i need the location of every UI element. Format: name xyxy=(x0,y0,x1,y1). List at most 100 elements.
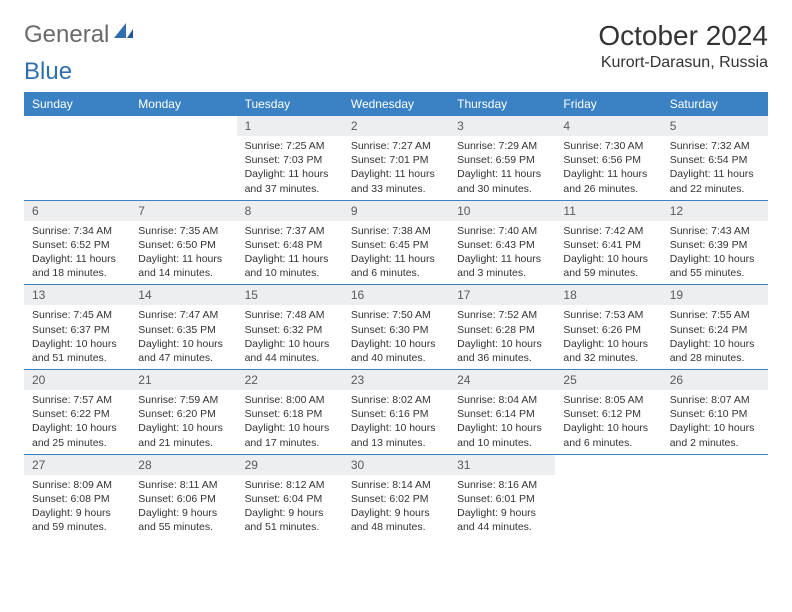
daylight-text: Daylight: 10 hours and 44 minutes. xyxy=(245,337,335,365)
sunset-text: Sunset: 7:03 PM xyxy=(245,153,335,167)
sunrise-text: Sunrise: 7:34 AM xyxy=(32,224,122,238)
sunset-text: Sunset: 7:01 PM xyxy=(351,153,441,167)
sunrise-text: Sunrise: 7:38 AM xyxy=(351,224,441,238)
weekday-header: Saturday xyxy=(662,92,768,116)
day-number: 6 xyxy=(24,201,130,221)
day-data: Sunrise: 7:48 AMSunset: 6:32 PMDaylight:… xyxy=(237,305,343,369)
daylight-text: Daylight: 10 hours and 2 minutes. xyxy=(670,421,760,449)
day-data: Sunrise: 7:25 AMSunset: 7:03 PMDaylight:… xyxy=(237,136,343,200)
daylight-text: Daylight: 11 hours and 22 minutes. xyxy=(670,167,760,195)
sunrise-text: Sunrise: 7:25 AM xyxy=(245,139,335,153)
sunrise-text: Sunrise: 7:47 AM xyxy=(138,308,228,322)
daylight-text: Daylight: 10 hours and 13 minutes. xyxy=(351,421,441,449)
sunrise-text: Sunrise: 7:55 AM xyxy=(670,308,760,322)
sunrise-text: Sunrise: 8:09 AM xyxy=(32,478,122,492)
calendar-week-row: 27Sunrise: 8:09 AMSunset: 6:08 PMDayligh… xyxy=(24,454,768,538)
calendar-day-cell: 24Sunrise: 8:04 AMSunset: 6:14 PMDayligh… xyxy=(449,370,555,455)
calendar-day-cell: 15Sunrise: 7:48 AMSunset: 6:32 PMDayligh… xyxy=(237,285,343,370)
day-data: Sunrise: 7:34 AMSunset: 6:52 PMDaylight:… xyxy=(24,221,130,285)
day-number: 18 xyxy=(555,285,661,305)
daylight-text: Daylight: 11 hours and 26 minutes. xyxy=(563,167,653,195)
day-data: Sunrise: 8:11 AMSunset: 6:06 PMDaylight:… xyxy=(130,475,236,539)
sunrise-text: Sunrise: 7:37 AM xyxy=(245,224,335,238)
calendar-day-cell: 4Sunrise: 7:30 AMSunset: 6:56 PMDaylight… xyxy=(555,116,661,200)
calendar-day-cell: 14Sunrise: 7:47 AMSunset: 6:35 PMDayligh… xyxy=(130,285,236,370)
day-data: Sunrise: 7:35 AMSunset: 6:50 PMDaylight:… xyxy=(130,221,236,285)
day-number: 8 xyxy=(237,201,343,221)
calendar-day-cell: 25Sunrise: 8:05 AMSunset: 6:12 PMDayligh… xyxy=(555,370,661,455)
sunset-text: Sunset: 6:04 PM xyxy=(245,492,335,506)
day-number: 24 xyxy=(449,370,555,390)
calendar-day-cell xyxy=(555,454,661,538)
daylight-text: Daylight: 10 hours and 21 minutes. xyxy=(138,421,228,449)
daylight-text: Daylight: 10 hours and 32 minutes. xyxy=(563,337,653,365)
sunset-text: Sunset: 6:28 PM xyxy=(457,323,547,337)
weekday-header: Monday xyxy=(130,92,236,116)
day-number: 11 xyxy=(555,201,661,221)
calendar-day-cell: 16Sunrise: 7:50 AMSunset: 6:30 PMDayligh… xyxy=(343,285,449,370)
day-number: 30 xyxy=(343,455,449,475)
day-data: Sunrise: 7:57 AMSunset: 6:22 PMDaylight:… xyxy=(24,390,130,454)
day-number: 20 xyxy=(24,370,130,390)
daylight-text: Daylight: 11 hours and 30 minutes. xyxy=(457,167,547,195)
day-data: Sunrise: 7:43 AMSunset: 6:39 PMDaylight:… xyxy=(662,221,768,285)
sunrise-text: Sunrise: 8:11 AM xyxy=(138,478,228,492)
day-data: Sunrise: 8:16 AMSunset: 6:01 PMDaylight:… xyxy=(449,475,555,539)
day-data: Sunrise: 7:45 AMSunset: 6:37 PMDaylight:… xyxy=(24,305,130,369)
calendar-day-cell: 28Sunrise: 8:11 AMSunset: 6:06 PMDayligh… xyxy=(130,454,236,538)
daylight-text: Daylight: 10 hours and 6 minutes. xyxy=(563,421,653,449)
sunrise-text: Sunrise: 8:07 AM xyxy=(670,393,760,407)
day-number: 5 xyxy=(662,116,768,136)
calendar-day-cell xyxy=(24,116,130,200)
daylight-text: Daylight: 9 hours and 55 minutes. xyxy=(138,506,228,534)
sunset-text: Sunset: 6:59 PM xyxy=(457,153,547,167)
day-number: 4 xyxy=(555,116,661,136)
sunset-text: Sunset: 6:56 PM xyxy=(563,153,653,167)
calendar-day-cell: 30Sunrise: 8:14 AMSunset: 6:02 PMDayligh… xyxy=(343,454,449,538)
day-data: Sunrise: 7:47 AMSunset: 6:35 PMDaylight:… xyxy=(130,305,236,369)
daylight-text: Daylight: 10 hours and 25 minutes. xyxy=(32,421,122,449)
weekday-header: Thursday xyxy=(449,92,555,116)
daylight-text: Daylight: 10 hours and 40 minutes. xyxy=(351,337,441,365)
logo-sail-icon xyxy=(111,20,139,49)
sunrise-text: Sunrise: 8:04 AM xyxy=(457,393,547,407)
calendar-day-cell: 21Sunrise: 7:59 AMSunset: 6:20 PMDayligh… xyxy=(130,370,236,455)
day-data: Sunrise: 7:27 AMSunset: 7:01 PMDaylight:… xyxy=(343,136,449,200)
day-number: 19 xyxy=(662,285,768,305)
weekday-header: Sunday xyxy=(24,92,130,116)
day-number: 15 xyxy=(237,285,343,305)
sunset-text: Sunset: 6:43 PM xyxy=(457,238,547,252)
sunset-text: Sunset: 6:08 PM xyxy=(32,492,122,506)
sunset-text: Sunset: 6:06 PM xyxy=(138,492,228,506)
daylight-text: Daylight: 10 hours and 36 minutes. xyxy=(457,337,547,365)
sunset-text: Sunset: 6:48 PM xyxy=(245,238,335,252)
sunrise-text: Sunrise: 8:05 AM xyxy=(563,393,653,407)
sunrise-text: Sunrise: 7:30 AM xyxy=(563,139,653,153)
day-number: 1 xyxy=(237,116,343,136)
sunrise-text: Sunrise: 7:50 AM xyxy=(351,308,441,322)
sunset-text: Sunset: 6:32 PM xyxy=(245,323,335,337)
sunrise-text: Sunrise: 8:14 AM xyxy=(351,478,441,492)
sunset-text: Sunset: 6:24 PM xyxy=(670,323,760,337)
day-number: 31 xyxy=(449,455,555,475)
sunset-text: Sunset: 6:01 PM xyxy=(457,492,547,506)
calendar-day-cell: 31Sunrise: 8:16 AMSunset: 6:01 PMDayligh… xyxy=(449,454,555,538)
calendar-day-cell: 6Sunrise: 7:34 AMSunset: 6:52 PMDaylight… xyxy=(24,200,130,285)
sunset-text: Sunset: 6:12 PM xyxy=(563,407,653,421)
daylight-text: Daylight: 11 hours and 37 minutes. xyxy=(245,167,335,195)
daylight-text: Daylight: 9 hours and 51 minutes. xyxy=(245,506,335,534)
day-data: Sunrise: 7:30 AMSunset: 6:56 PMDaylight:… xyxy=(555,136,661,200)
day-data: Sunrise: 7:40 AMSunset: 6:43 PMDaylight:… xyxy=(449,221,555,285)
daylight-text: Daylight: 10 hours and 17 minutes. xyxy=(245,421,335,449)
calendar-day-cell: 29Sunrise: 8:12 AMSunset: 6:04 PMDayligh… xyxy=(237,454,343,538)
daylight-text: Daylight: 10 hours and 55 minutes. xyxy=(670,252,760,280)
calendar-day-cell: 8Sunrise: 7:37 AMSunset: 6:48 PMDaylight… xyxy=(237,200,343,285)
calendar-day-cell: 19Sunrise: 7:55 AMSunset: 6:24 PMDayligh… xyxy=(662,285,768,370)
day-data: Sunrise: 8:05 AMSunset: 6:12 PMDaylight:… xyxy=(555,390,661,454)
calendar-day-cell: 22Sunrise: 8:00 AMSunset: 6:18 PMDayligh… xyxy=(237,370,343,455)
day-data: Sunrise: 7:50 AMSunset: 6:30 PMDaylight:… xyxy=(343,305,449,369)
sunset-text: Sunset: 6:16 PM xyxy=(351,407,441,421)
sunrise-text: Sunrise: 7:27 AM xyxy=(351,139,441,153)
sunrise-text: Sunrise: 7:57 AM xyxy=(32,393,122,407)
sunrise-text: Sunrise: 7:32 AM xyxy=(670,139,760,153)
